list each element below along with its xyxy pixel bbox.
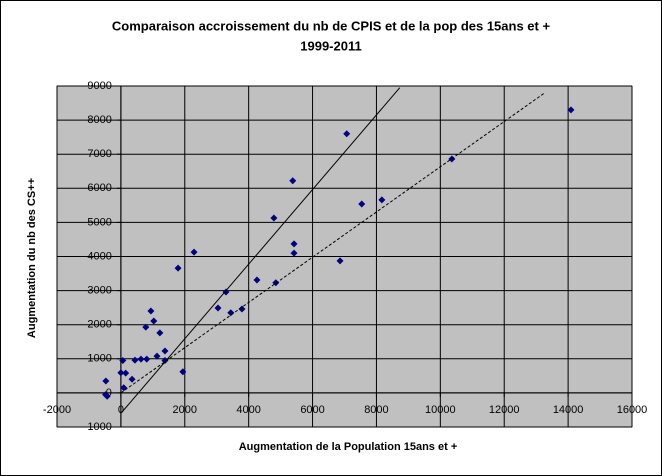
x-tick-label: 10000 <box>425 404 456 416</box>
data-point <box>567 106 575 114</box>
data-point <box>174 264 182 272</box>
data-point <box>161 357 169 365</box>
data-point <box>128 375 136 383</box>
data-point <box>137 355 145 363</box>
data-point <box>289 177 297 185</box>
data-point <box>161 347 169 355</box>
y-tick-label: 5000 <box>87 216 111 228</box>
data-point <box>153 352 161 360</box>
data-point <box>378 196 386 204</box>
data-point <box>343 130 351 138</box>
data-point <box>143 355 151 363</box>
trend-line <box>120 92 546 394</box>
data-point <box>290 249 298 257</box>
y-tick-label: 6000 <box>87 182 111 194</box>
y-tick-label: -1000 <box>84 421 112 433</box>
data-point <box>103 392 111 400</box>
data-point <box>119 357 127 365</box>
x-tick-label: 2000 <box>173 404 197 416</box>
data-point <box>238 305 246 313</box>
data-point <box>253 276 261 284</box>
data-point <box>222 288 230 296</box>
data-point <box>190 248 198 256</box>
data-point <box>179 368 187 376</box>
y-tick-label: 4000 <box>87 250 111 262</box>
data-point <box>336 257 344 265</box>
data-point <box>122 369 130 377</box>
data-point <box>117 369 125 377</box>
data-point <box>102 377 110 385</box>
data-point <box>227 309 235 317</box>
data-point <box>270 214 278 222</box>
data-point <box>156 329 164 337</box>
data-point <box>147 307 155 315</box>
y-tick-label: 1000 <box>87 353 111 365</box>
x-tick-label: -2000 <box>43 404 71 416</box>
data-point <box>142 323 150 331</box>
x-tick-label: 4000 <box>236 404 260 416</box>
y-tick-label: 9000 <box>87 80 111 92</box>
y-tick-label: 3000 <box>87 285 111 297</box>
x-tick-label: 8000 <box>364 404 388 416</box>
x-tick-label: 12000 <box>489 404 520 416</box>
data-point <box>214 304 222 312</box>
data-point <box>150 317 158 325</box>
trend-line <box>120 87 401 414</box>
x-tick-label: 14000 <box>553 404 584 416</box>
chart-subtitle: 1999-2011 <box>300 38 361 53</box>
data-point <box>290 240 298 248</box>
chart-title: Comparaison accroissement du nb de CPIS … <box>112 18 551 33</box>
y-tick-label: 8000 <box>87 114 111 126</box>
x-tick-label: 6000 <box>300 404 324 416</box>
x-axis-title: Augmentation de la Population 15ans et + <box>239 441 458 453</box>
y-tick-label: 2000 <box>87 319 111 331</box>
y-tick-label: 7000 <box>87 148 111 160</box>
y-axis-title: Augmentation du nb des CS++ <box>26 178 38 338</box>
x-tick-label: 16000 <box>617 404 648 416</box>
data-point <box>131 356 139 364</box>
data-point <box>358 200 366 208</box>
